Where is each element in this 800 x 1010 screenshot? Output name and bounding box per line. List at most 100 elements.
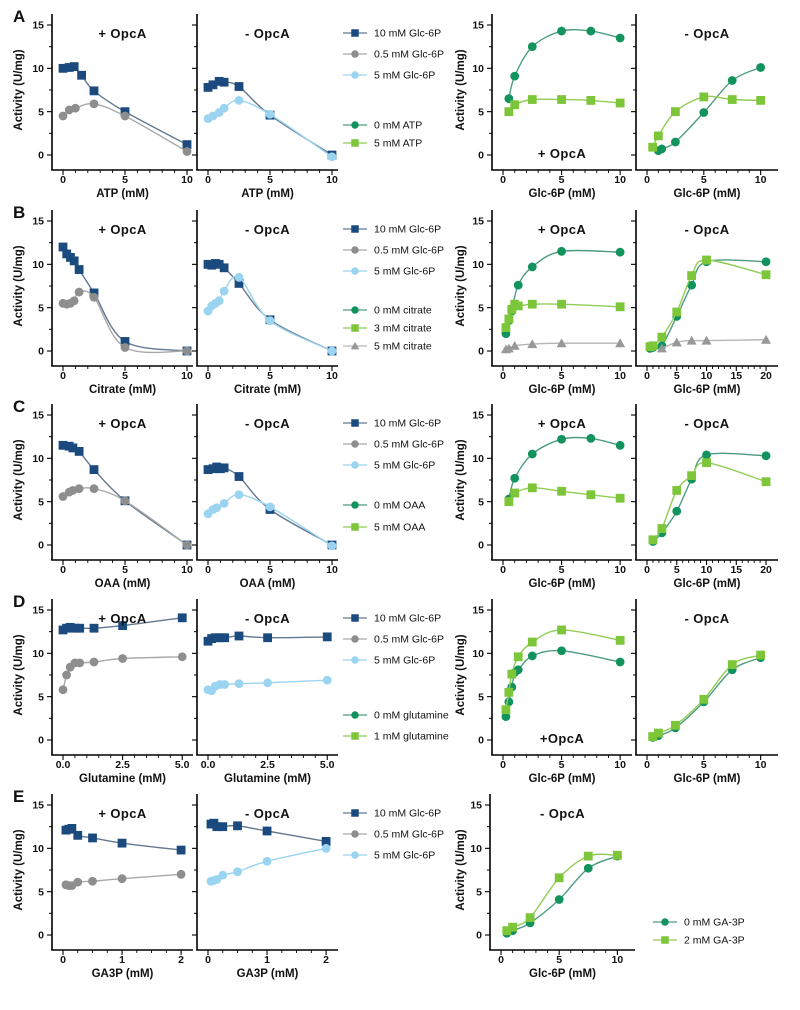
data-point-square	[513, 301, 523, 311]
x-axis-label: GA3P (mM)	[237, 968, 299, 980]
data-point-triangle	[615, 338, 626, 348]
data-point-square	[510, 100, 520, 110]
y-tick-label: 0	[478, 346, 484, 358]
data-point-circle	[322, 675, 332, 685]
panel-D-right-2: 0 5 10 Glc-6P (mM) - OpcA	[631, 599, 778, 785]
data-point-square	[219, 263, 229, 273]
data-point-circle	[657, 144, 667, 154]
data-point-square	[351, 419, 359, 427]
x-axis-label: Glc-6P (mM)	[674, 188, 741, 200]
x-tick-label: 5	[122, 564, 128, 576]
y-tick-label: 0	[478, 150, 484, 162]
data-point-square	[67, 824, 77, 833]
data-point-square	[263, 633, 273, 643]
data-point-circle	[351, 121, 359, 129]
data-point-circle	[351, 711, 359, 719]
x-axis-label: ATP (mM)	[96, 188, 149, 200]
y-tick-label: 15	[32, 20, 44, 32]
panel-title: - OpcA	[684, 611, 729, 626]
data-point-square	[74, 265, 84, 274]
x-tick-label: 10	[614, 370, 626, 382]
series-line	[62, 486, 188, 546]
data-point-square	[502, 926, 512, 936]
series-line	[506, 853, 618, 932]
x-tick-label: 10	[326, 564, 338, 576]
data-point-square	[58, 440, 68, 450]
panel-D-left-1: 0 5 10 15 0.0 2.5 5.0 Glutamine (mM) + OpcA	[32, 599, 193, 785]
series-glc10	[61, 824, 186, 855]
legend-item: 0 mM citrate	[343, 305, 432, 317]
data-point-triangle	[701, 335, 712, 345]
data-point-square	[351, 324, 359, 332]
legend-label: 0.5 mM Glc-6P	[374, 829, 444, 841]
data-point-square	[554, 873, 564, 883]
x-tick-label: 2.5	[115, 759, 130, 771]
y-tick-label: 10	[472, 453, 484, 465]
x-tick-label: 5	[559, 370, 565, 382]
panel-B-right-1: 0 5 10 15 0 5 10 Glc-6P (mM) + OpcA	[472, 210, 632, 396]
data-point-square	[182, 140, 192, 149]
data-point-circle	[351, 501, 359, 509]
x-tick-label: 0	[500, 564, 506, 576]
legend-item: 5 mM Glc-6P	[343, 266, 435, 278]
x-tick-label: 5	[267, 564, 273, 576]
legend-label: 10 mM Glc-6P	[374, 808, 441, 820]
data-point-square	[176, 845, 186, 855]
data-point-square	[648, 732, 658, 741]
y-tick-label: 15	[470, 800, 482, 812]
y-tick-label: 5	[478, 496, 484, 508]
data-point-circle	[527, 42, 537, 52]
figure-row-C: C Activity (U/mg) Activity (U/mg) 10 mM Glc…	[13, 397, 467, 534]
legend-label: 5 mM OAA	[374, 522, 425, 534]
row-label: C	[13, 397, 25, 416]
data-point-square	[89, 86, 99, 96]
data-point-circle	[351, 267, 359, 275]
x-tick-label: 15	[730, 370, 742, 382]
data-point-circle	[672, 506, 682, 516]
data-point-square	[648, 535, 658, 545]
data-point-square	[322, 632, 332, 642]
data-point-square	[653, 728, 663, 738]
data-point-circle	[727, 76, 737, 85]
figure-row-B: B Activity (U/mg) Activity (U/mg) 10 mM Glc…	[13, 203, 467, 353]
data-point-square	[672, 307, 682, 317]
x-tick-label: 0	[644, 564, 650, 576]
data-point-circle	[327, 346, 337, 356]
data-point-square	[88, 833, 97, 843]
data-point-circle	[557, 646, 566, 656]
panel-title: - OpcA	[245, 416, 290, 431]
series-line	[506, 855, 618, 934]
y-tick-label: 0	[38, 346, 44, 358]
series-eff1	[645, 255, 771, 352]
data-point-square	[262, 826, 272, 836]
data-point-square	[70, 623, 80, 633]
legend-glc6p: 10 mM Glc-6P 0.5 mM Glc-6P 5 mM Glc-6P	[343, 808, 444, 862]
data-point-circle	[58, 685, 68, 695]
data-point-circle	[327, 541, 337, 551]
data-point-square	[557, 95, 566, 104]
data-point-circle	[234, 490, 244, 500]
legend-label: 1 mM glutamine	[374, 731, 449, 743]
data-point-circle	[661, 918, 669, 926]
legend-item: 5 mM ATP	[343, 138, 422, 150]
data-point-circle	[89, 657, 99, 667]
series-glc10	[58, 242, 192, 356]
data-point-square	[727, 95, 737, 104]
data-point-triangle	[656, 343, 667, 353]
series-eff1	[648, 92, 766, 152]
y-axis-label: Activity (U/mg)	[13, 829, 25, 910]
data-point-circle	[671, 137, 680, 147]
data-point-square	[612, 850, 622, 860]
panel-title: + OpcA	[98, 222, 146, 237]
x-tick-label: 10	[614, 564, 626, 576]
data-point-circle	[351, 461, 359, 469]
data-point-circle	[761, 257, 771, 267]
data-point-circle	[615, 247, 625, 257]
y-tick-label: 0	[38, 540, 44, 552]
x-tick-label: 0	[205, 564, 211, 576]
data-point-circle	[89, 99, 99, 109]
y-axis-label: Activity (U/mg)	[455, 829, 467, 910]
y-tick-label: 0	[478, 735, 484, 747]
panel-title: - OpcA	[540, 806, 585, 821]
y-axis-label: Activity (U/mg)	[13, 439, 25, 520]
